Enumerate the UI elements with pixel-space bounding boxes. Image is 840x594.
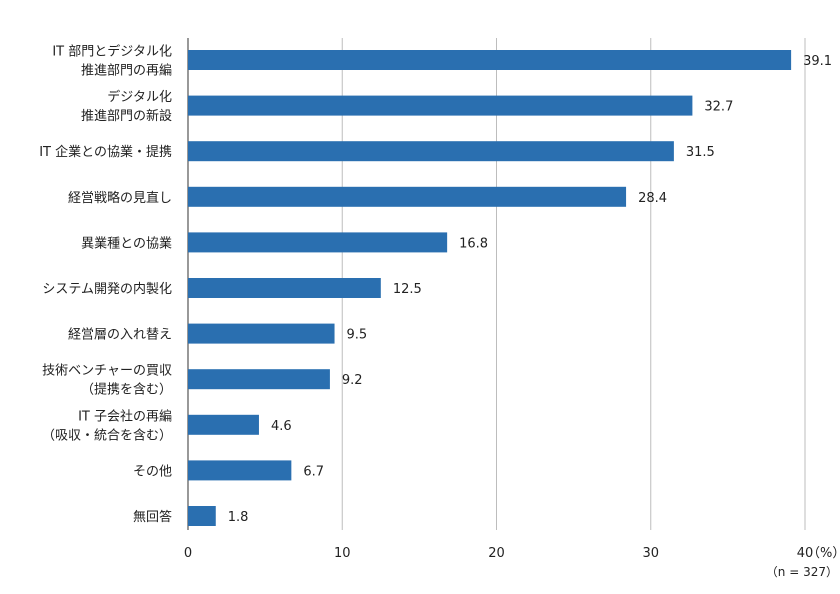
bars (188, 50, 792, 526)
x-tick-40: 40 (797, 546, 814, 561)
category-label-5-line-0: システム開発の内製化 (42, 281, 172, 297)
category-label-1-line-1: 推進部門の新設 (81, 108, 172, 124)
sample-size-note: （n = 327） (766, 565, 838, 579)
bar-4 (188, 232, 448, 253)
category-label-1: デジタル化推進部門の新設 (81, 89, 172, 124)
category-label-8: IT 子会社の再編 （吸収・統合を含む） (42, 408, 172, 443)
value-label-2: 31.5 (686, 145, 715, 160)
category-label-10: 無回答 (133, 509, 172, 525)
bar-2 (188, 141, 674, 162)
category-label-2: IT 企業との協業・提携 (39, 144, 172, 160)
bar-5 (188, 278, 381, 298)
value-label-10: 1.8 (228, 510, 249, 525)
bar-8 (188, 414, 259, 435)
value-labels: 39.1 32.7 31.5 28.4 16.8 12.5 9.5 9.2 4.6 6.7 1.8 (228, 54, 832, 525)
category-label-0-line-0: IT 部門とデジタル化 (52, 44, 172, 60)
value-label-8: 4.6 (271, 419, 292, 434)
category-label-8-line-0: IT 子会社の再編 (78, 408, 172, 424)
x-tick-20: 20 (488, 546, 505, 561)
category-label-0-line-1: 推進部門の再編 (81, 63, 172, 79)
category-label-7-line-1: （提携を含む） (81, 382, 172, 398)
category-label-8-line-1: （吸収・統合を含む） (42, 427, 172, 443)
x-tick-10: 10 (334, 546, 351, 561)
category-label-6-line-0: 経営層の入れ替え (68, 328, 172, 343)
x-tick-30: 30 (642, 546, 659, 561)
category-label-4-line-0: 異業種との協業 (81, 235, 172, 251)
x-tick-0: 0 (184, 546, 192, 561)
bar-10 (188, 506, 216, 526)
value-label-0: 39.1 (803, 54, 832, 69)
value-label-3: 28.4 (638, 191, 667, 206)
category-label-9-line-0: その他 (133, 464, 172, 479)
category-label-5: システム開発の内製化 (42, 281, 172, 297)
unit-label: （%） (807, 546, 840, 561)
category-label-3-line-0: 経営戦略の見直し (68, 190, 172, 206)
bar-7 (188, 369, 330, 390)
category-label-9: その他 (133, 464, 172, 479)
value-label-9: 6.7 (303, 464, 324, 479)
category-label-7-line-0: 技術ベンチャーの買収 (42, 364, 172, 379)
category-label-4: 異業種との協業 (81, 235, 172, 251)
value-label-7: 9.2 (342, 373, 363, 388)
bar-3 (188, 186, 627, 207)
category-label-3: 経営戦略の見直し (68, 190, 172, 206)
value-label-4: 16.8 (459, 236, 488, 251)
value-label-6: 9.5 (347, 328, 368, 343)
value-label-5: 12.5 (393, 282, 422, 297)
category-label-7: 技術ベンチャーの買収 （提携を含む） (42, 364, 172, 398)
category-label-1-line-0: デジタル化 (107, 89, 172, 105)
category-label-0: IT 部門とデジタル化推進部門の再編 (52, 44, 172, 79)
bar-1 (188, 95, 693, 116)
bar-0 (188, 50, 792, 70)
value-label-1: 32.7 (704, 100, 733, 115)
category-label-2-line-0: IT 企業との協業・提携 (39, 144, 172, 160)
bar-6 (188, 323, 335, 344)
category-label-6: 経営層の入れ替え (68, 328, 172, 343)
bar-9 (188, 460, 292, 481)
x-tick-labels: 0 10 20 30 40 (184, 546, 813, 561)
category-label-10-line-0: 無回答 (133, 509, 172, 525)
